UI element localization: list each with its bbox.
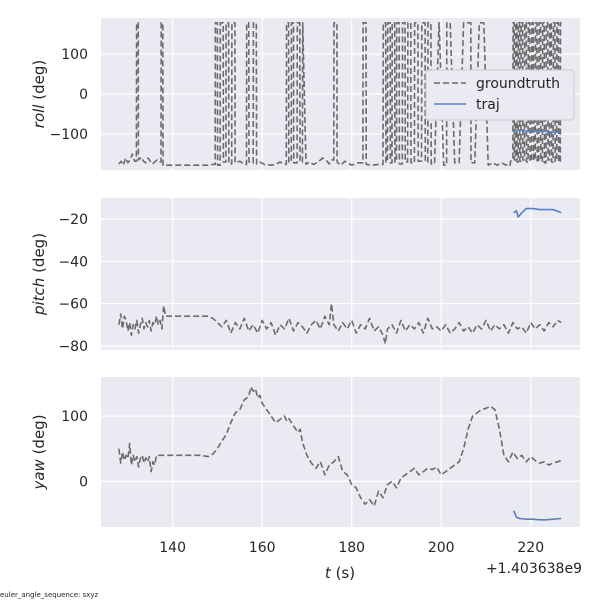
y-axis-label-unit-pitch: (deg): [30, 233, 48, 278]
series-traj-yaw: [512, 510, 562, 521]
panel-pitch: −20 −40 −60 −80 pitch (deg): [30, 198, 580, 355]
y-tick-label-roll: 100: [61, 47, 88, 63]
legend-label-traj: traj: [476, 97, 500, 113]
plot-area-yaw: [101, 377, 580, 527]
legend: groundtruth traj: [425, 69, 575, 121]
series-traj-roll: [513, 129, 562, 134]
panel-yaw: 100 0 yaw (deg): [30, 377, 580, 527]
y-tick-label-pitch: −80: [58, 339, 88, 355]
series-groundtruth-yaw: [118, 385, 562, 507]
y-axis-label-unit-yaw: (deg): [30, 414, 48, 459]
x-axis-label-var: t: [325, 564, 332, 582]
x-axis-label: t (s): [325, 564, 355, 582]
x-tick-label: 160: [249, 540, 276, 556]
y-tick-label-pitch: −60: [58, 297, 88, 313]
series-groundtruth-pitch: [118, 302, 562, 345]
plot-area-pitch: [101, 198, 580, 350]
y-tick-label-yaw: 0: [79, 474, 88, 490]
x-tick-label: 140: [159, 540, 186, 556]
footnote: euler_angle_sequence: sxyz: [0, 591, 99, 599]
y-tick-label-pitch: −20: [58, 212, 88, 228]
x-tick-label: 180: [338, 540, 365, 556]
y-tick-label-yaw: 100: [61, 409, 88, 425]
legend-label-groundtruth: groundtruth: [476, 76, 560, 92]
y-tick-label-roll: 0: [79, 87, 88, 103]
x-tick-label: 200: [428, 540, 455, 556]
y-axis-label-yaw: yaw (deg): [30, 414, 48, 490]
y-axis-label-var-roll: roll: [30, 104, 48, 129]
y-tick-label-roll: −100: [50, 127, 88, 143]
y-axis-label-unit-roll: (deg): [30, 60, 48, 105]
x-axis-label-unit: (s): [331, 564, 355, 582]
y-axis-label-var-pitch: pitch: [30, 278, 48, 316]
y-axis-label-roll: roll (deg): [30, 60, 48, 128]
series-groundtruth-roll: [118, 21, 562, 166]
y-axis-label-pitch: pitch (deg): [30, 233, 48, 316]
series-traj-pitch: [513, 207, 562, 218]
y-tick-label-pitch: −40: [58, 254, 88, 270]
y-axis-label-var-yaw: yaw: [30, 458, 48, 490]
x-offset-label: +1.403638e9: [486, 561, 582, 577]
x-tick-label: 220: [517, 540, 544, 556]
x-axis: 140 160 180 200 220: [159, 540, 544, 556]
